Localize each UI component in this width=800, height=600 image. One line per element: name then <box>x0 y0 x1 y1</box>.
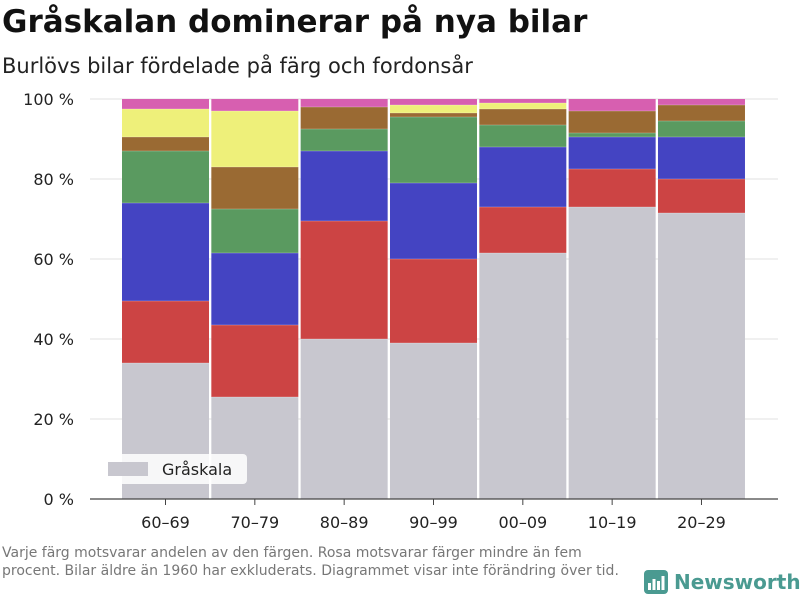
bar-segment <box>568 207 656 499</box>
bar-segment <box>479 147 567 207</box>
brand-logo[interactable]: Newsworthy <box>644 570 800 594</box>
bar-segment <box>211 167 299 209</box>
legend-swatch <box>108 462 148 476</box>
bar-segment <box>568 133 656 137</box>
y-tick-label: 40 % <box>33 330 74 349</box>
bar-segment <box>657 121 745 137</box>
bar-segment <box>211 99 299 111</box>
y-tick-label: 80 % <box>33 170 74 189</box>
y-tick-label: 0 % <box>44 490 74 509</box>
x-tick-label: 90–99 <box>409 513 458 532</box>
bar-segment <box>122 137 209 151</box>
bar-segment <box>300 107 388 129</box>
bar-segment <box>389 113 477 117</box>
bar-segment <box>389 105 477 113</box>
bar-segment <box>300 221 388 339</box>
footnote: Varje färg motsvarar andelen av den färg… <box>2 545 619 579</box>
bar-segment <box>479 253 567 499</box>
bar-segment <box>568 99 656 111</box>
chart-subtitle: Burlövs bilar fördelade på färg och ford… <box>2 54 473 78</box>
x-tick-label: 00–09 <box>498 513 547 532</box>
bar-segment <box>122 99 209 109</box>
bar-segment <box>122 203 209 301</box>
bar-segment <box>568 137 656 169</box>
x-tick-label: 60–69 <box>141 513 190 532</box>
bar-segment <box>657 213 745 499</box>
bar-segment <box>389 343 477 499</box>
brand-name: Newsworthy <box>674 570 800 594</box>
bar-segment <box>389 117 477 183</box>
bar-segment <box>211 209 299 253</box>
bar-segment <box>211 111 299 167</box>
legend-box <box>101 454 247 484</box>
bar-segment <box>568 169 656 207</box>
x-tick-label: 70–79 <box>230 513 279 532</box>
chart-title: Gråskalan dominerar på nya bilar <box>2 4 588 40</box>
bar-segment <box>300 129 388 151</box>
legend-label: Gråskala <box>162 460 232 479</box>
bar-segment <box>300 339 388 499</box>
axis-layer: 0 % 20 % 40 % 60 % 80 % 100 % 60–69 70–79 80–89 9… <box>23 90 778 532</box>
x-tick-label: 10–19 <box>588 513 637 532</box>
bar-segment <box>657 99 745 105</box>
x-tick-label: 20–29 <box>677 513 726 532</box>
bar-segment <box>479 103 567 109</box>
y-tick-label: 100 % <box>23 90 74 109</box>
y-tick-label: 20 % <box>33 410 74 429</box>
bar-segment <box>657 179 745 213</box>
bar-segment <box>389 259 477 343</box>
bar-segment <box>389 183 477 259</box>
bar-segment <box>300 151 388 221</box>
bar-segment <box>479 99 567 103</box>
bar-segment <box>211 253 299 325</box>
bar-chart-logo-icon <box>644 570 668 594</box>
legend: Gråskala <box>101 454 247 484</box>
bar-segment <box>122 301 209 363</box>
bar-segment <box>479 207 567 253</box>
bar-segment <box>211 325 299 397</box>
bar-segment <box>479 125 567 147</box>
bar-segment <box>389 99 477 105</box>
bar-segment <box>479 109 567 125</box>
x-tick-label: 80–89 <box>320 513 369 532</box>
bar-segment <box>568 111 656 133</box>
bar-segment <box>300 99 388 107</box>
y-tick-label: 60 % <box>33 250 74 269</box>
bar-segment <box>122 151 209 203</box>
bar-segment <box>122 109 209 137</box>
bar-layer <box>122 99 745 499</box>
bar-segment <box>657 105 745 121</box>
bar-segment <box>657 137 745 179</box>
